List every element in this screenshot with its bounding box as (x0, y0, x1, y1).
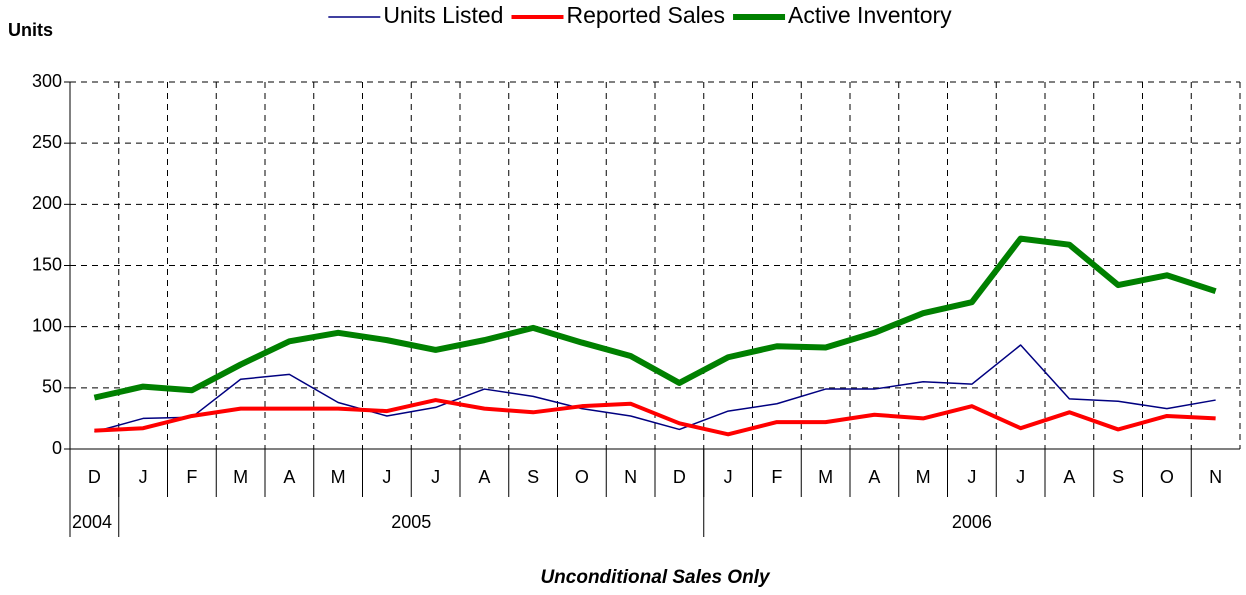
x-tick-label: M (331, 467, 346, 487)
y-tick-label: 300 (32, 71, 62, 91)
group-label: 2005 (391, 512, 431, 532)
x-tick-label: O (1160, 467, 1174, 487)
x-tick-label: A (283, 467, 295, 487)
x-tick-label: S (527, 467, 539, 487)
y-tick-label: 50 (42, 377, 62, 397)
x-tick-label: J (431, 467, 440, 487)
x-tick-label: J (382, 467, 391, 487)
group-label: 2004 (72, 512, 112, 532)
x-tick-label: S (1112, 467, 1124, 487)
x-tick-label: A (1063, 467, 1075, 487)
y-axis-title: Units (8, 20, 53, 40)
y-tick-label: 0 (52, 438, 62, 458)
x-tick-label: O (575, 467, 589, 487)
y-tick-label: 100 (32, 315, 62, 335)
legend-label: Reported Sales (566, 2, 725, 28)
series-line (94, 398, 1216, 437)
y-tick-label: 150 (32, 254, 62, 274)
group-label: 2006 (952, 512, 992, 532)
footnote: Unconditional Sales Only (540, 567, 771, 588)
x-tick-label: A (478, 467, 490, 487)
legend-label: Units Listed (383, 2, 503, 28)
series-line (94, 344, 1216, 433)
legend-label: Active Inventory (788, 2, 952, 28)
x-tick-label: F (771, 467, 782, 487)
y-tick-label: 200 (32, 193, 62, 213)
series-line (93, 235, 1217, 401)
x-tick-label: F (186, 467, 197, 487)
y-tick-label: 250 (32, 132, 62, 152)
x-tick-label: M (233, 467, 248, 487)
x-tick-label: N (624, 467, 637, 487)
x-tick-label: D (88, 467, 101, 487)
x-tick-label: J (967, 467, 976, 487)
x-tick-label: J (724, 467, 733, 487)
x-tick-label: J (139, 467, 148, 487)
x-tick-label: J (1016, 467, 1025, 487)
x-tick-label: M (916, 467, 931, 487)
x-tick-label: N (1209, 467, 1222, 487)
x-tick-label: M (818, 467, 833, 487)
x-tick-label: D (673, 467, 686, 487)
x-tick-label: A (868, 467, 880, 487)
